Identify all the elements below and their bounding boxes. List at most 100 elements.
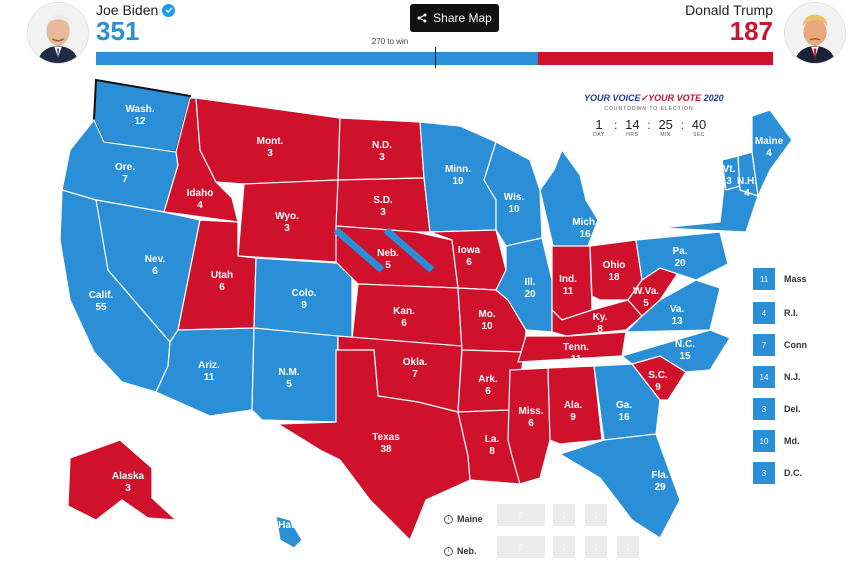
trump-name: Donald Trump — [685, 2, 773, 18]
state-label-maine: Maine 4 — [755, 136, 784, 159]
biden-name: Joe Biden — [96, 2, 176, 18]
state-label-tenn: Tenn. 11 — [563, 342, 589, 365]
countdown-minutes: 25 MIN — [658, 117, 673, 139]
state-ala[interactable] — [547, 365, 603, 445]
maine-at-large-box[interactable]: 2 — [497, 504, 545, 526]
state-label-wva: W.Va. 5 — [633, 286, 659, 309]
countdown-days: 1 DAY — [593, 117, 605, 139]
state-label-nd: N.D. 3 — [372, 140, 392, 163]
share-icon — [417, 13, 427, 23]
state-label-ill: Ill. 20 — [524, 277, 536, 300]
state-label-nm: N.M. 5 — [278, 367, 299, 390]
trump-bar-fill — [537, 52, 773, 65]
state-label-la: La. 8 — [485, 434, 500, 457]
state-label-minn: Minn. 10 — [445, 164, 471, 187]
state-label-ky: Ky. 8 — [593, 312, 608, 335]
state-label-va: Va. 13 — [670, 304, 685, 327]
countdown-hours: 14 HRS — [625, 117, 640, 139]
state-label-neb: Neb. 5 — [377, 248, 399, 271]
state-label-nh: N.H. 4 — [737, 176, 757, 199]
countdown-seconds: 40 SEC — [691, 117, 707, 139]
state-label-vt: Vt. 3 — [723, 164, 736, 187]
state-tenn[interactable] — [517, 331, 627, 363]
state-label-okla: Okla. 7 — [403, 357, 428, 380]
state-labels-layer: Wash. 12 Ore. 7 Calif. 55 Nev. 6 Idaho 4 Mont. 3 Wyo… — [89, 104, 784, 531]
state-label-idaho: Idaho 4 — [187, 188, 214, 211]
state-label-wash: Wash. 12 — [125, 104, 154, 127]
election-countdown: YOUR VOICE✓YOUR VOTE 2020 COUNTDOWN TO E… — [584, 93, 724, 139]
trump-avatar — [784, 2, 846, 64]
state-label-wis: Wis. 10 — [504, 192, 525, 215]
biden-bar-fill — [96, 52, 538, 65]
state-label-mich: Mich. 16 — [572, 217, 598, 240]
state-label-nev: Nev. 6 — [145, 254, 166, 277]
state-label-wyo: Wyo. 3 — [275, 211, 299, 234]
small-state-md[interactable]: 10 Md. — [753, 430, 853, 452]
state-label-ny: N.Y. 29 — [697, 191, 716, 214]
share-map-button[interactable]: Share Map — [410, 4, 499, 32]
state-texas[interactable] — [276, 349, 471, 542]
state-label-ga: Ga. 16 — [616, 400, 632, 423]
small-state-dc[interactable]: 3 D.C. — [753, 462, 853, 484]
state-fla[interactable] — [558, 433, 681, 539]
state-label-kan: Kan. 6 — [393, 306, 415, 329]
state-label-colo: Colo. 9 — [292, 288, 317, 311]
state-label-ariz: Ariz. 11 — [198, 360, 220, 383]
state-ga[interactable] — [593, 363, 661, 441]
info-icon[interactable]: i — [444, 546, 453, 556]
state-label-miss: Miss. 6 — [518, 406, 543, 429]
state-label-mo: Mo. 10 — [478, 309, 495, 332]
maine-district-1-box[interactable]: 1 — [553, 504, 575, 526]
state-label-ind: Ind. 11 — [559, 274, 577, 297]
trump-electoral-votes: 187 — [729, 16, 773, 46]
maine-districts-row: i Maine 2 1 1 — [444, 504, 607, 526]
state-label-utah: Utah 6 — [211, 270, 233, 293]
state-label-alaska: Alaska 3 — [112, 471, 145, 494]
state-nc[interactable] — [620, 329, 731, 373]
small-state-ri[interactable]: 4 R.I. — [753, 302, 853, 324]
small-state-nj[interactable]: 14 N.J. — [753, 366, 853, 388]
biden-avatar — [27, 2, 89, 64]
state-label-ark: Ark. 6 — [478, 374, 498, 397]
neb-district-3-box[interactable]: 1 — [617, 536, 639, 558]
state-pa[interactable] — [635, 231, 729, 282]
state-hawaii[interactable] — [275, 515, 303, 549]
win-threshold-label: 270 to win — [371, 37, 409, 46]
state-label-texas: Texas 38 — [372, 432, 400, 455]
state-label-ala: Ala. 9 — [564, 400, 583, 423]
state-label-ohio: Ohio 18 — [603, 260, 626, 283]
countdown-brand: YOUR VOICE✓YOUR VOTE 2020 — [584, 93, 724, 103]
state-label-sc: S.C. 9 — [648, 370, 668, 393]
biden-electoral-votes: 351 — [96, 16, 140, 46]
neb-district-stripe-1 — [333, 227, 385, 273]
state-maine[interactable] — [751, 109, 793, 199]
win-threshold-tick — [435, 47, 436, 68]
state-label-calif: Calif. 55 — [89, 290, 114, 313]
state-alaska[interactable] — [67, 439, 178, 521]
state-ill[interactable] — [495, 237, 553, 333]
state-label-sd: S.D. 3 — [373, 195, 393, 218]
small-state-mass[interactable]: 11 Mass — [753, 268, 853, 290]
state-label-pa: Pa. 20 — [672, 246, 687, 269]
electoral-vote-bar — [96, 52, 773, 65]
maine-district-2-box[interactable]: 1 — [585, 504, 607, 526]
state-label-fla: Fla. 29 — [651, 470, 668, 493]
small-state-del[interactable]: 3 Del. — [753, 398, 853, 420]
state-sd[interactable] — [335, 177, 431, 233]
info-icon[interactable]: i — [444, 514, 453, 524]
neb-district-2-box[interactable]: 1 — [585, 536, 607, 558]
neb-at-large-box[interactable]: 2 — [497, 536, 545, 558]
neb-district-stripe-2 — [383, 227, 435, 273]
state-nm[interactable] — [251, 327, 339, 423]
nebraska-districts-row: i Neb. 2 1 1 1 — [444, 536, 639, 558]
countdown-values: 1 DAY : 14 HRS : 25 MIN : 40 SEC — [584, 117, 714, 139]
state-label-mont: Mont. 3 — [257, 136, 284, 159]
states-layer — [59, 78, 793, 549]
neb-district-1-box[interactable]: 1 — [553, 536, 575, 558]
state-label-ore: Ore. 7 — [115, 162, 135, 185]
countdown-subtitle: COUNTDOWN TO ELECTION — [604, 106, 694, 112]
state-label-nc: N.C. 15 — [675, 339, 695, 362]
state-label-iowa: Iowa 6 — [458, 245, 481, 268]
small-state-conn[interactable]: 7 Conn — [753, 334, 853, 356]
